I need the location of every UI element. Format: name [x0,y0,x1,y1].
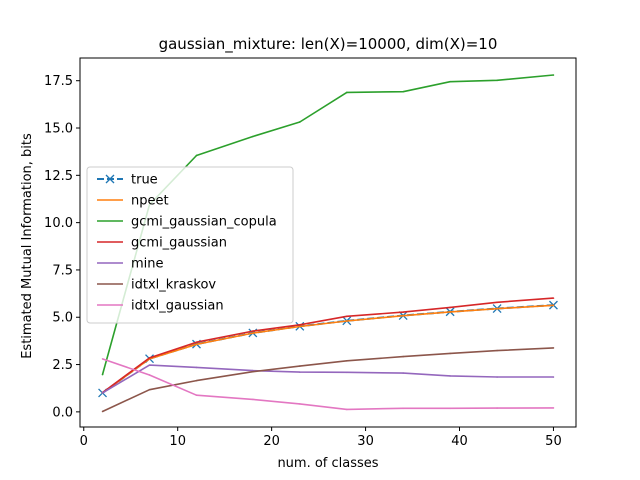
data-point-gcmi_gaussian [148,357,151,359]
data-point-gcmi_gaussian_copula [195,154,198,157]
data-point-idtxl_gaussian [345,408,348,411]
legend-label: npeet [131,194,169,209]
data-point-idtxl_gaussian [101,358,104,360]
data-point-idtxl_kraskov [101,410,104,413]
y-tick-label: 17.5 [44,74,73,89]
x-tick-label: 10 [169,434,186,449]
chart-title: gaussian_mixture: len(X)=10000, dim(X)=1… [159,35,498,54]
data-point-gcmi_gaussian_copula [552,74,555,76]
data-point-idtxl_gaussian [552,407,555,409]
data-point-mine [449,375,451,377]
x-tick-label: 20 [263,434,280,449]
legend-label: gcmi_gaussian [131,236,227,251]
y-tick-label: 12.5 [44,169,73,184]
x-tick-label: 30 [357,434,374,449]
data-point-gcmi_gaussian [449,306,451,309]
y-tick-label: 10.0 [44,216,73,231]
data-point-idtxl_kraskov [345,359,348,362]
series-npeet [101,304,555,394]
legend-box [86,166,294,324]
axes-frame [79,57,577,428]
data-point-idtxl_gaussian [299,403,301,405]
series-idtxl_gaussian [101,358,555,411]
data-point-npeet [345,320,348,322]
legend-entry: gcmi_gaussian [97,236,227,251]
y-axis-label: Estimated Mutual Information, bits [20,133,35,359]
data-point-idtxl_kraskov [402,355,404,358]
data-point-mine [552,376,555,378]
legend-label: true [131,173,158,188]
legend-marker-stroke [105,174,115,184]
data-point-mine [345,371,348,374]
data-point-gcmi_gaussian [402,311,404,313]
data-point-idtxl_gaussian [148,374,151,376]
x-tick-label: 40 [451,434,468,449]
data-point-idtxl_gaussian [252,398,254,401]
data-point-npeet [552,304,555,307]
data-point-idtxl_gaussian [402,407,404,410]
data-point-idtxl_gaussian [195,394,198,397]
data-point-idtxl_kraskov [449,352,451,355]
data-point-idtxl_kraskov [252,370,254,373]
data-point-idtxl_gaussian [449,407,451,410]
data-point-idtxl_kraskov [195,379,198,382]
series-line-npeet [102,304,554,394]
x-tick-label: 0 [80,434,88,449]
data-point-mine [195,366,198,369]
data-point-npeet [449,311,451,313]
y-tick-label: 2.5 [52,358,73,373]
data-point-gcmi_gaussian_copula [299,121,301,123]
legend: true npeet gcmi_gaussian_copula gcmi_gaussi… [86,166,294,324]
x-axis-label: num. of classes [277,456,378,471]
data-point-gcmi_gaussian_copula [101,373,104,376]
data-point-idtxl_kraskov [299,365,301,367]
data-point-npeet [496,307,498,310]
legend-entry: npeet [97,194,169,209]
legend-label: idtxl_kraskov [131,278,216,293]
data-point-gcmi_gaussian [496,301,498,304]
data-point-gcmi_gaussian [299,324,301,326]
data-point-gcmi_gaussian [252,330,254,332]
data-point-gcmi_gaussian_copula [496,79,498,82]
series-line-idtxl_gaussian [102,358,554,411]
data-point-idtxl_kraskov [552,347,555,349]
plot-area [98,74,558,413]
data-point-mine [101,392,104,394]
data-point-mine [402,372,404,374]
data-point-gcmi_gaussian [552,297,555,299]
data-point-npeet [299,325,301,328]
y-tick-label: 0.0 [52,405,73,420]
axes: 0 10 20 30 40 50 0.0 2.5 5.0 7.5 10.0 12.5 15.0 17.5 [44,57,577,449]
data-point-gcmi_gaussian_copula [402,90,404,93]
data-point-mine [496,376,498,378]
data-point-idtxl_kraskov [496,349,498,352]
y-tick-label: 5.0 [52,311,73,326]
y-tick-label: 15.0 [44,122,73,137]
data-point-idtxl_kraskov [148,388,151,391]
data-point-gcmi_gaussian_copula [252,135,254,138]
y-tick-label: 7.5 [52,263,73,278]
data-point-npeet [252,332,254,334]
legend-label: mine [131,257,164,272]
x-tick-label: 50 [545,434,562,449]
series-line-mine [102,364,554,394]
data-point-gcmi_gaussian_copula [449,80,451,83]
legend-entry: idtxl_gaussian [97,299,224,314]
data-point-mine [148,364,151,366]
legend-label: gcmi_gaussian_copula [131,215,277,230]
series-line-gcmi_gaussian [102,297,554,394]
legend-entry: idtxl_kraskov [97,278,216,293]
legend-entry: mine [97,257,164,272]
data-point-gcmi_gaussian [345,315,348,318]
legend-entry: gcmi_gaussian_copula [97,215,277,230]
data-point-gcmi_gaussian [195,341,198,344]
legend-label: idtxl_gaussian [131,299,224,314]
data-point-npeet [195,343,198,346]
data-point-idtxl_gaussian [496,407,498,409]
legend-entry: true [97,173,158,188]
data-point-npeet [402,314,404,317]
data-point-mine [299,371,301,373]
data-point-gcmi_gaussian_copula [345,91,348,94]
